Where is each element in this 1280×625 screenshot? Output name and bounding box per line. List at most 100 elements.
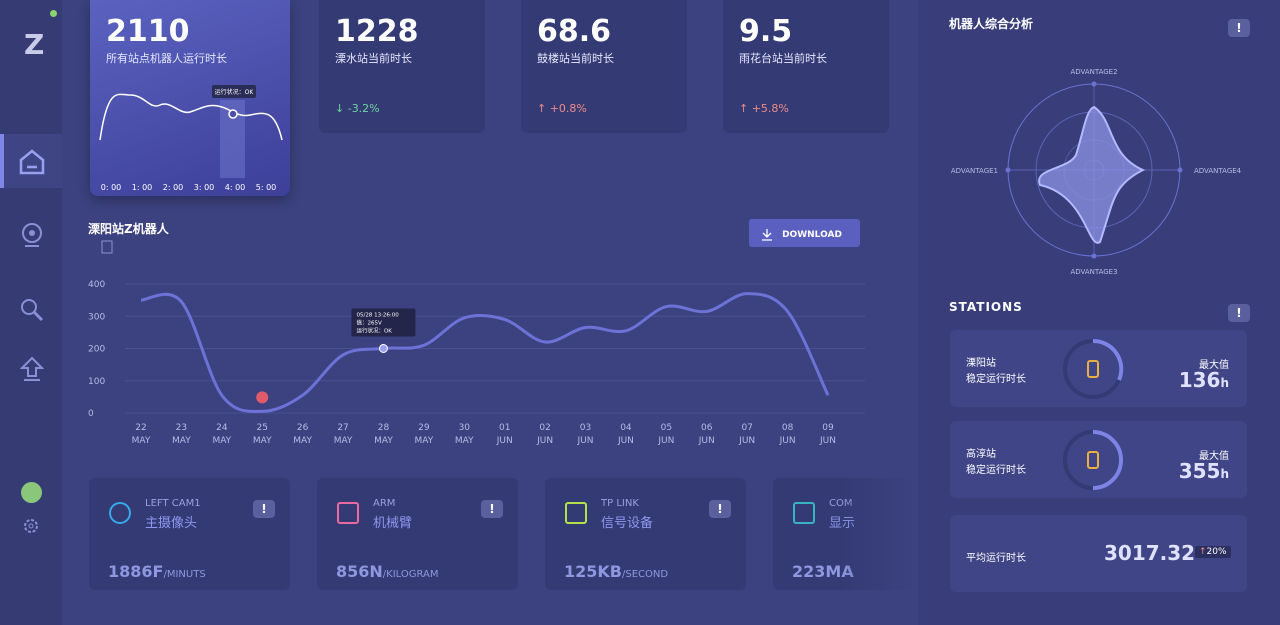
station-sub: 稳定运行时长 <box>966 465 1026 476</box>
line <box>140 292 830 413</box>
panel-title: 机器人综合分析 <box>949 17 1034 31</box>
station-unit: h <box>1220 376 1229 390</box>
x-tick-day: 22 <box>135 423 146 433</box>
y-tick-label: 300 <box>88 312 105 322</box>
tooltip-line: 值：265V <box>356 319 381 327</box>
radar: ADVANTAGE2 ADVANTAGE4 ADVANTAGE3 ADVANTA… <box>951 68 1242 276</box>
info-button[interactable]: ! <box>1228 19 1250 37</box>
device-unit: /SECOND <box>622 569 669 580</box>
x-tick-month: JUN <box>738 436 755 446</box>
station-sub: 稳定运行时长 <box>966 374 1026 385</box>
device-reading: 1886F/MINUTS <box>108 562 206 581</box>
x-tick-label: 4: 00 <box>225 183 246 192</box>
x-tick-label: 2: 00 <box>163 183 184 192</box>
x-tick-day: 02 <box>539 423 550 433</box>
x-tick-month: JUN <box>657 436 674 446</box>
station-value: 136 <box>1178 368 1221 392</box>
info-button: ! <box>253 500 275 518</box>
radar-label: ADVANTAGE2 <box>1070 68 1117 76</box>
settings[interactable] <box>23 518 39 534</box>
line-chart: 溧阳站Z机器人 DOWNLOAD 0 100 200 300 400 22 MAY 23 MAY… <box>88 219 865 446</box>
info-button: ! <box>709 500 731 518</box>
device-card: ARM 机械臂! 856N/KILOGRAM <box>317 478 518 590</box>
x-tick-day: 04 <box>620 423 632 433</box>
logo: Z <box>24 28 45 61</box>
average-value: 3017.32 <box>1104 541 1196 565</box>
ring-arc <box>1092 430 1123 490</box>
kpi-label: 溧水站当前时长 <box>335 52 412 65</box>
download-button[interactable] <box>749 219 860 247</box>
x-tick-month: JUN <box>617 436 634 446</box>
station-card: 高淳站 稳定运行时长 最大值 355h <box>950 421 1247 498</box>
progress-ring <box>1063 338 1124 399</box>
device-unit: /KILOGRAM <box>382 569 439 580</box>
info-button: ! <box>481 500 503 518</box>
x-tick-month: JUN <box>779 436 796 446</box>
kpi-value: 9.5 <box>739 14 793 49</box>
x-tick-day: 05 <box>661 423 672 433</box>
x-tick-day: 01 <box>499 423 510 433</box>
x-tick-day: 23 <box>176 423 187 433</box>
info-button[interactable]: ! <box>1228 304 1250 322</box>
x-tick-month: MAY <box>374 436 393 446</box>
x-tick-month: JUN <box>496 436 513 446</box>
x-tick-label: 5: 00 <box>256 183 277 192</box>
change-value: -3.2% <box>347 102 380 115</box>
device-value: 1886F <box>108 562 164 581</box>
x-tick-day: 07 <box>741 423 752 433</box>
x-tick-label: 0: 00 <box>101 183 122 192</box>
kpi-change: ↓ -3.2% <box>335 102 380 115</box>
device-row: LEFT CAM1 主摄像头! 1886F/MINUTS ARM 机械臂! 856N/KI… <box>89 478 918 592</box>
kpi-card: 1228 溧水站当前时长 ↓ -3.2% <box>319 0 485 133</box>
button-label: DOWNLOAD <box>782 230 842 240</box>
x-tick-day: 27 <box>337 423 348 433</box>
badge: ↑20% <box>1195 546 1231 558</box>
device-value: 125KB <box>564 562 622 581</box>
kpi-label: 所有站点机器人运行时长 <box>106 52 227 65</box>
ring-arc <box>1092 338 1124 381</box>
x-tick-month: MAY <box>293 436 312 446</box>
x-tick-month: MAY <box>212 436 231 446</box>
x-tick-month: JUN <box>819 436 836 446</box>
x-tick-day: 25 <box>257 423 268 433</box>
device-card: LEFT CAM1 主摄像头! 1886F/MINUTS <box>89 478 290 590</box>
x-tick-month: JUN <box>698 436 715 446</box>
max-label: 最大值 <box>1199 451 1229 462</box>
station-name: 高淳站 <box>966 449 996 460</box>
station-reading: 136h <box>1179 368 1229 392</box>
y-tick-label: 200 <box>88 345 105 355</box>
change-value: +5.8% <box>751 102 789 115</box>
x-tick-month: MAY <box>334 436 353 446</box>
kpi-label: 鼓楼站当前时长 <box>537 52 614 65</box>
x-tick-day: 08 <box>782 423 794 433</box>
radar-label: ADVANTAGE1 <box>951 167 998 175</box>
tooltip-box <box>351 308 416 337</box>
device-reading: 856N/KILOGRAM <box>336 562 439 581</box>
station-icon <box>1087 360 1099 378</box>
x-tick-month: MAY <box>132 436 151 446</box>
nav-camera[interactable] <box>20 222 44 248</box>
device-icon <box>109 502 131 524</box>
y-tick-label: 400 <box>88 280 105 290</box>
max-label: 最大值 <box>1199 360 1229 371</box>
device-title: 信号设备 <box>601 516 654 531</box>
kpi-value: 68.6 <box>537 14 612 49</box>
tooltip-line: 05/28 13:26:00 <box>356 313 399 319</box>
device-value: 856N <box>336 562 383 581</box>
fade <box>838 470 918 600</box>
device-icon <box>337 502 359 524</box>
chart-title: 溧阳站Z机器人 <box>88 221 170 236</box>
kpi-card: 2110 所有站点机器人运行时长 运行状况：OK 0: 00 1: 00 2: 00… <box>90 0 290 196</box>
nav-search[interactable] <box>20 298 44 322</box>
nav-upload[interactable] <box>20 356 44 382</box>
avatar[interactable] <box>21 482 42 503</box>
nav-home[interactable] <box>0 134 62 188</box>
x-tick-month: JUN <box>536 436 553 446</box>
x-tick-day: 03 <box>580 423 591 433</box>
warning-icon <box>256 391 269 404</box>
x-tick-label: 1: 00 <box>132 183 153 192</box>
sidebar: Z <box>0 0 62 625</box>
x-tick-month: MAY <box>455 436 474 446</box>
device-card: TP LINK 信号设备! 125KB/SECOND <box>545 478 746 590</box>
